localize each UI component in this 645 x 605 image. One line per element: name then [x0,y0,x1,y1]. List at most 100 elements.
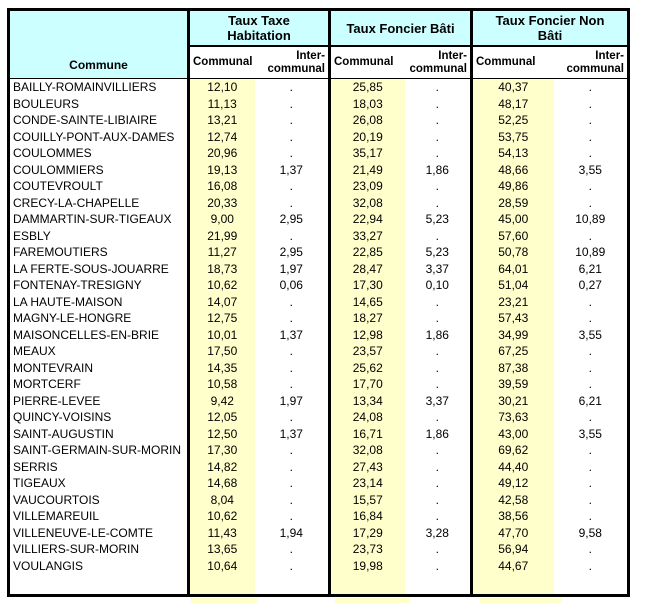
tfb-intercommunal-cell: . [435,509,439,524]
tth-communal-cell: 10,62 [187,508,255,525]
commune-cell: LA FERTE-SOUS-JOUARRE [13,261,169,276]
tth-communal-cell: 11,43 [187,524,255,541]
tth-communal-cell: 11,27 [187,244,255,261]
commune-cell: SAINT-AUGUSTIN [13,426,114,441]
table-row: VILLENEUVE-LE-COMTE 11,43 1,94 17,29 3,2… [9,524,629,541]
tfb-intercommunal-cell: . [435,129,439,144]
tfnb-intercommunal-cell: 3,55 [578,426,602,441]
commune-cell: VILLEMAREUIL [13,509,100,524]
tfnb-communal-cell: 56,94 [470,541,554,558]
group-header-taxe-habitation: Taux Taxe Habitation [187,9,330,47]
tfnb-intercommunal-cell: . [588,179,592,194]
tth-intercommunal-cell: . [289,179,293,194]
tfnb-communal-cell: 52,25 [470,112,554,129]
tfb-intercommunal-cell: 1,86 [425,426,449,441]
tfnb-communal-cell: 40,37 [470,78,554,96]
tfb-communal-cell: 35,17 [328,145,405,162]
tfnb-intercommunal-cell: . [588,80,592,95]
table-row: FONTENAY-TRESIGNY 10,62 0,06 17,30 0,10 … [9,277,629,294]
tth-intercommunal-cell: . [289,459,293,474]
tfnb-communal-cell: 48,66 [470,161,554,178]
tfnb-intercommunal-cell: . [588,344,592,359]
tfb-communal-cell: 13,34 [328,392,405,409]
commune-cell: LA HAUTE-MAISON [13,294,123,309]
tth-communal-cell: 17,50 [187,343,255,360]
tfb-communal-cell: 21,49 [328,161,405,178]
tfnb-communal-cell: 28,59 [470,194,554,211]
tfnb-intercommunal-cell: . [588,146,592,161]
tfb-intercommunal-cell: . [435,542,439,557]
tfnb-communal-cell: 49,12 [470,475,554,492]
sub-header-row: Communal Inter-communal Communal Inter-c… [9,46,629,79]
tfb-intercommunal-header: Inter-communal [404,46,472,79]
tth-intercommunal-cell: 2,95 [279,245,303,260]
tfb-communal-cell: 25,62 [328,359,405,376]
tfb-intercommunal-cell: . [435,311,439,326]
tth-communal-cell: 20,33 [187,194,255,211]
tfnb-intercommunal-cell: . [588,360,592,375]
commune-cell: CRECY-LA-CHAPELLE [13,195,140,210]
tth-intercommunal-cell: 1,97 [279,261,303,276]
tth-communal-cell: 12,50 [187,425,255,442]
table-row: ESBLY 21,99 . 33,27 . 57,60 . [9,227,629,244]
tfb-intercommunal-cell: 5,23 [425,245,449,260]
table-row: LA HAUTE-MAISON 14,07 . 14,65 . 23,21 . [9,293,629,310]
tfnb-intercommunal-cell: . [588,311,592,326]
tth-communal-cell: 12,05 [187,409,255,426]
tfb-intercommunal-cell: . [435,459,439,474]
tfnb-intercommunal-cell: . [588,410,592,425]
tfb-communal-cell: 26,08 [328,112,405,129]
tfb-communal-cell: 32,08 [328,194,405,211]
tth-communal-cell: 20,96 [187,145,255,162]
tfb-communal-cell: 23,57 [328,343,405,360]
tfnb-communal-cell: 51,04 [470,277,554,294]
tth-intercommunal-cell: 1,97 [279,393,303,408]
tfb-intercommunal-cell: . [435,443,439,458]
commune-cell: BOULEURS [13,96,80,111]
tfb-communal-cell: 16,71 [328,425,405,442]
tth-communal-cell: 10,64 [187,557,255,574]
table-row: VILLIERS-SUR-MORIN 13,65 . 23,73 . 56,94… [9,541,629,558]
tfb-intercommunal-cell: . [435,96,439,111]
group-header-foncier-bati: Taux Foncier Bâti [328,9,472,47]
tth-communal-cell: 12,74 [187,128,255,145]
tfb-communal-cell: 17,29 [328,524,405,541]
tfnb-communal-cell: 54,13 [470,145,554,162]
tth-intercommunal-cell: . [289,228,293,243]
table-row: COULOMMES 20,96 . 35,17 . 54,13 . [9,145,629,162]
commune-cell: MONTEVRAIN [13,360,94,375]
tth-intercommunal-cell: . [289,96,293,111]
tth-intercommunal-cell: . [289,558,293,573]
table-row: COUTEVROULT 16,08 . 23,09 . 49,86 . [9,178,629,195]
tfnb-intercommunal-cell: 3,55 [578,162,602,177]
commune-cell: SAINT-GERMAIN-SUR-MORIN [13,443,181,458]
tth-intercommunal-cell: . [289,492,293,507]
tfnb-intercommunal-cell: . [588,459,592,474]
tth-communal-cell: 10,58 [187,376,255,393]
commune-cell: COUTEVROULT [13,179,103,194]
tfb-communal-cell: 23,14 [328,475,405,492]
table-row: CRECY-LA-CHAPELLE 20,33 . 32,08 . 28,59 … [9,194,629,211]
tth-intercommunal-cell: . [289,509,293,524]
spacer-cell [187,574,255,596]
tfb-intercommunal-cell: . [435,294,439,309]
tth-intercommunal-cell: . [289,410,293,425]
table-row: MEAUX 17,50 . 23,57 . 67,25 . [9,343,629,360]
commune-cell: CONDE-SAINTE-LIBIAIRE [13,113,158,128]
tfnb-intercommunal-cell: 6,21 [578,261,602,276]
tth-intercommunal-cell: . [289,146,293,161]
group-header-row: Commune Taux Taxe Habitation Taux Foncie… [8,9,629,79]
spacer-cell [328,574,405,596]
tth-intercommunal-cell: . [289,311,293,326]
tfnb-intercommunal-cell: . [588,542,592,557]
tfb-intercommunal-cell: . [435,410,439,425]
tfb-communal-cell: 17,70 [328,376,405,393]
tfb-communal-cell: 24,08 [328,409,405,426]
tth-intercommunal-cell: . [289,113,293,128]
tfnb-intercommunal-cell: 6,21 [578,393,602,408]
table-row: VOULANGIS 10,64 . 19,98 . 44,67 . [9,557,629,574]
tfb-communal-cell: 16,84 [328,508,405,525]
tfnb-communal-cell: 48,17 [470,95,554,112]
tfnb-communal-cell: 43,00 [470,425,554,442]
table-row: COUILLY-PONT-AUX-DAMES 12,74 . 20,19 . 5… [9,128,629,145]
